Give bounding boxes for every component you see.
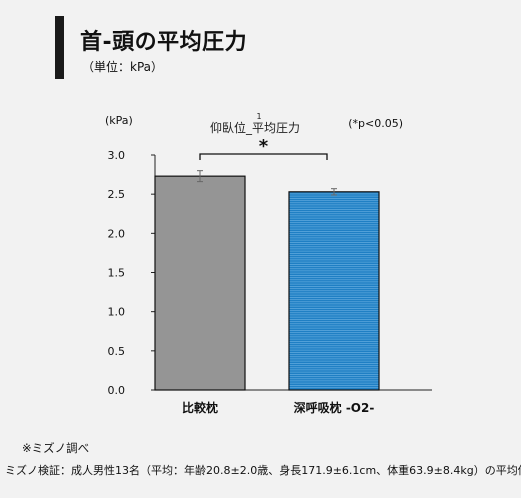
footnote: ミズノ検証：成人男性13名（平均：年齢20.8±2.0歳、身長171.9±6.1… (5, 464, 521, 477)
source-note: ※ミズノ調べ (22, 441, 90, 455)
unit-caption: （単位：kPa） (82, 60, 164, 74)
x-tick-label: 比較枕 (182, 400, 218, 415)
y-axis-label: (kPa) (105, 114, 133, 127)
bar (288, 191, 380, 391)
y-tick-label: 0.0 (108, 384, 126, 397)
chart-title-superscript: 1 (256, 112, 261, 121)
page-title: 首-頭の平均圧力 (80, 30, 248, 55)
title-accent-bar (55, 16, 64, 79)
chart-title: 仰臥位_平均圧力 (210, 120, 300, 135)
y-tick-label: 1.0 (108, 306, 126, 319)
significance-bracket (199, 153, 328, 160)
y-tick-label: 1.5 (108, 267, 126, 280)
x-tick-label: 深呼吸枕 -O2- (294, 400, 375, 415)
significance-mark: * (259, 136, 269, 157)
y-tick-label: 2.0 (108, 227, 126, 240)
significance-note: (*p<0.05) (348, 117, 403, 130)
y-tick-label: 2.5 (108, 188, 126, 201)
y-tick-label: 3.0 (108, 149, 126, 162)
bar (154, 175, 246, 391)
y-tick-label: 0.5 (108, 345, 126, 358)
